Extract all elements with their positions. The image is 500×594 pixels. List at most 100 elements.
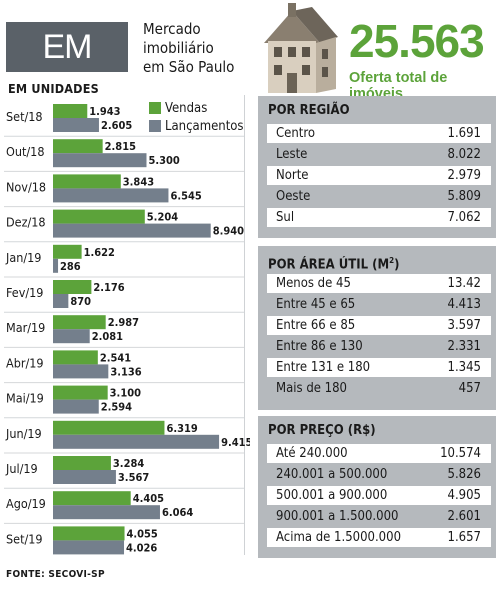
preco-row: 900.001 a 1.500.000 2.601	[267, 507, 491, 526]
column-divider	[244, 95, 245, 555]
bar-vendas	[53, 526, 125, 541]
category-label: Fev/19	[6, 285, 43, 300]
data-label-vendas: 1.943	[89, 105, 120, 118]
data-label-vendas: 5.204	[147, 211, 178, 224]
area-row-label: Entre 66 e 85	[276, 318, 356, 333]
data-label-lancamentos: 2.594	[101, 401, 132, 414]
area-row-label: Mais de 180	[276, 381, 347, 396]
regiao-row-label: Norte	[276, 168, 309, 183]
legend-item-lancamentos: Lançamentos	[149, 117, 244, 135]
data-label-lancamentos: 2.605	[101, 119, 132, 132]
subtitle-line-1: Mercado	[143, 20, 201, 38]
data-label-vendas: 4.405	[133, 492, 164, 505]
unit-label: EM UNIDADES	[8, 81, 99, 96]
category-label: Set/18	[6, 109, 43, 124]
data-label-lancamentos: 5.300	[148, 154, 179, 167]
total-offer-value: 25.563	[349, 15, 485, 67]
bar-lancamentos	[53, 364, 109, 379]
regiao-row-value: 8.022	[447, 147, 481, 162]
category-label: Out/18	[6, 144, 44, 159]
preco-row-value: 2.601	[447, 509, 481, 524]
chart-subtitle: Mercado imobiliário em São Paulo	[143, 20, 263, 77]
bar-lancamentos	[53, 505, 160, 520]
bar-lancamentos	[53, 294, 69, 308]
regiao-row-label: Centro	[276, 126, 316, 141]
panel-area-title-sup: 2	[389, 256, 395, 265]
panel-regiao-title: POR REGIÃO	[268, 103, 350, 118]
area-row-value: 3.597	[447, 318, 481, 333]
data-label-lancamentos: 286	[60, 260, 81, 273]
category-label: Dez/18	[6, 215, 46, 230]
bar-lancamentos	[53, 118, 99, 132]
bar-vendas	[53, 350, 98, 365]
source-note: FONTE: SECOVI-SP	[6, 569, 105, 580]
category-label: Jul/19	[5, 461, 38, 476]
data-label-lancamentos: 4.026	[126, 541, 157, 554]
preco-row-value: 5.826	[447, 467, 481, 482]
data-label-vendas: 2.987	[108, 316, 139, 329]
data-label-vendas: 3.284	[113, 457, 144, 470]
category-label: Jan/19	[5, 250, 41, 265]
data-label-vendas: 3.843	[123, 175, 154, 188]
legend-swatch-vendas	[149, 102, 161, 114]
regiao-row-value: 5.809	[447, 189, 481, 204]
bar-vendas	[53, 280, 92, 294]
data-label-lancamentos: 6.064	[162, 506, 193, 519]
regiao-row: Centro 1.691	[267, 124, 491, 143]
bar-vendas	[53, 209, 145, 224]
preco-row-label: Acima de 1.5000.000	[276, 530, 402, 545]
category-label: Set/19	[6, 531, 43, 546]
bar-lancamentos	[53, 223, 211, 238]
preco-row-label: 900.001 a 1.500.000	[276, 509, 399, 524]
category-label: Abr/19	[6, 355, 44, 370]
panel-preco-title: POR PREÇO (R$)	[268, 423, 376, 438]
category-label: Nov/18	[6, 179, 46, 194]
preco-row-label: 240.001 a 500.000	[276, 467, 388, 482]
data-label-vendas: 6.319	[166, 422, 197, 435]
subtitle-line-3: em São Paulo	[143, 58, 235, 76]
area-row-label: Entre 45 e 65	[276, 297, 356, 312]
preco-row-label: 500.001 a 900.000	[276, 488, 388, 503]
regiao-row-label: Oeste	[276, 189, 311, 204]
panel-area-title-text: POR ÁREA ÚTIL (M	[268, 257, 390, 273]
area-row-value: 2.331	[447, 339, 481, 354]
area-row: Menos de 45 13.42	[267, 274, 491, 293]
area-row: Entre 45 e 65 4.413	[267, 295, 491, 314]
bar-lancamentos	[53, 258, 59, 273]
preco-row-value: 4.905	[447, 488, 481, 503]
area-row: Mais de 180 457	[267, 379, 491, 398]
category-label: Mar/19	[6, 320, 45, 335]
bar-vendas	[53, 456, 111, 470]
area-row-value: 457	[458, 381, 481, 396]
headline-badge: EM ALTA	[6, 22, 128, 116]
chart-legend: Vendas Lançamentos	[149, 99, 244, 135]
category-label: Ago/19	[6, 496, 46, 511]
category-label: Mai/19	[6, 391, 44, 406]
area-row-label: Entre 86 e 130	[276, 339, 363, 354]
bar-lancamentos	[53, 434, 220, 449]
panel-area-title-end: )	[394, 257, 400, 273]
preco-row-value: 1.657	[447, 530, 481, 545]
bar-vendas	[53, 385, 108, 400]
panel-preco: POR PREÇO (R$) Até 240.000 10.574 240.001 …	[258, 416, 496, 558]
bar-vendas	[53, 139, 103, 154]
subtitle-line-2: imobiliário	[143, 39, 214, 57]
panel-area: POR ÁREA ÚTIL (M2) Menos de 45 13.42 Entre…	[258, 246, 496, 410]
regiao-row: Oeste 5.809	[267, 187, 491, 206]
legend-item-vendas: Vendas	[149, 99, 244, 117]
area-row-value: 13.42	[447, 276, 481, 291]
legend-label-lancamentos: Lançamentos	[165, 118, 244, 134]
bar-vendas	[53, 244, 82, 259]
preco-row-value: 10.574	[440, 446, 481, 461]
data-label-lancamentos: 3.136	[110, 365, 141, 378]
bar-lancamentos	[53, 329, 90, 344]
preco-row: 240.001 a 500.000 5.826	[267, 465, 491, 484]
regiao-row-value: 7.062	[447, 210, 481, 225]
data-label-vendas: 3.100	[110, 387, 141, 400]
bar-vendas	[53, 174, 121, 189]
regiao-row-value: 2.979	[447, 168, 481, 183]
data-label-lancamentos: 9.415	[221, 436, 250, 449]
bar-vendas	[53, 420, 165, 435]
area-row-label: Entre 131 e 180	[276, 360, 371, 375]
